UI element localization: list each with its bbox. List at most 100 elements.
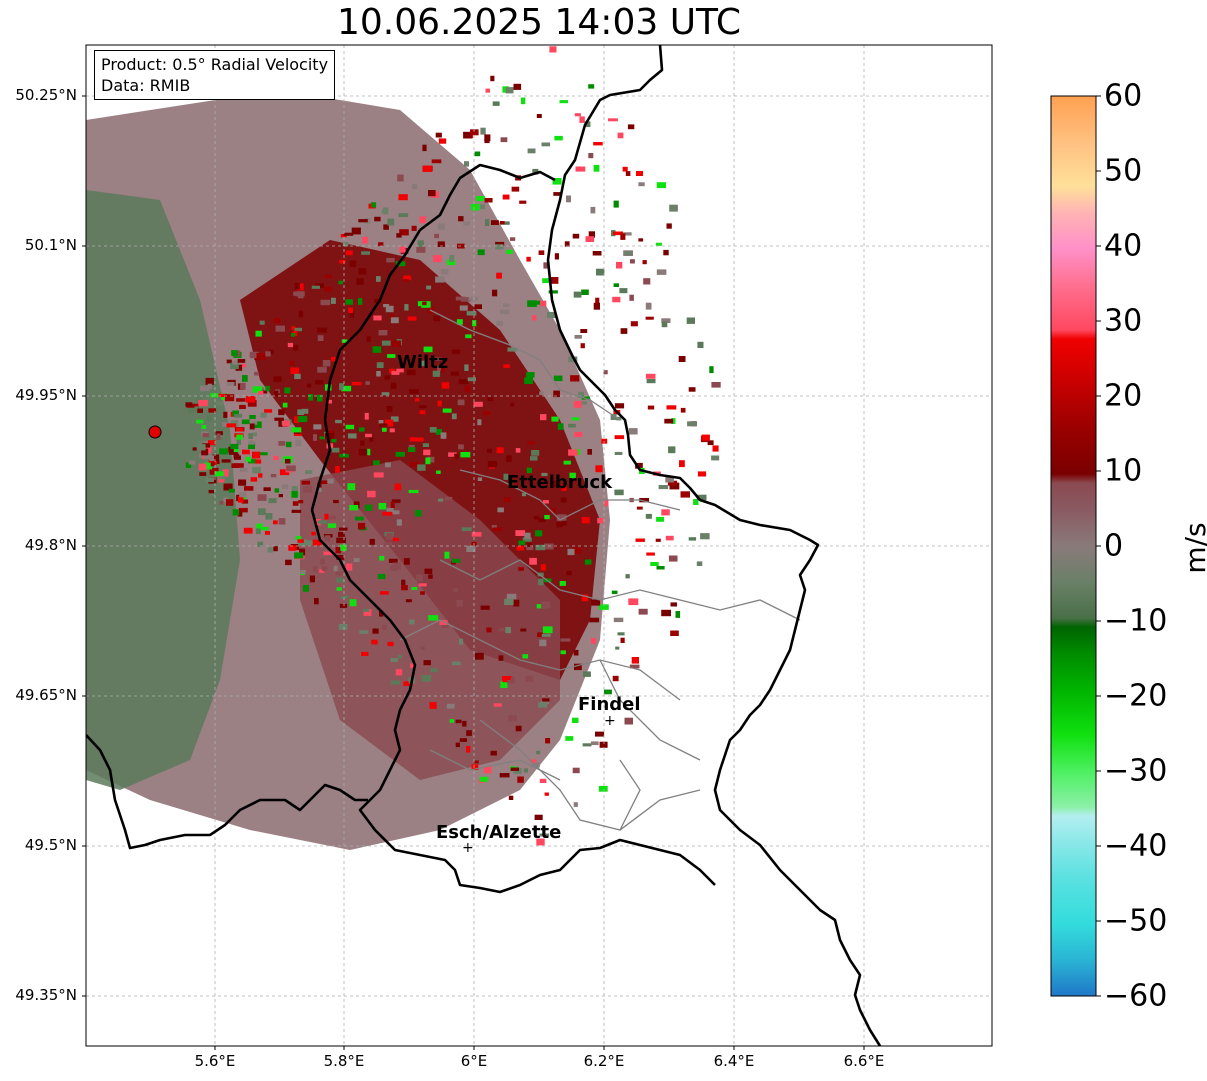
velocity-gate [369, 437, 374, 442]
velocity-gate [466, 545, 476, 552]
velocity-gate [596, 268, 605, 276]
velocity-gate [355, 516, 364, 521]
velocity-gate [294, 416, 299, 423]
velocity-gate [373, 315, 382, 321]
velocity-gate [333, 499, 339, 504]
velocity-gate [568, 449, 578, 456]
velocity-gate [259, 320, 265, 325]
velocity-gate [505, 87, 514, 94]
velocity-gate [549, 508, 556, 513]
velocity-gate [273, 455, 279, 461]
velocity-gate [235, 364, 243, 371]
velocity-gate [658, 485, 669, 490]
velocity-gate [595, 731, 605, 737]
velocity-gate [458, 216, 464, 222]
velocity-gate [515, 530, 526, 536]
velocity-gate [548, 290, 558, 294]
velocity-gate [343, 232, 354, 236]
velocity-gate [639, 498, 649, 503]
velocity-gate [496, 447, 504, 454]
velocity-gate [313, 434, 317, 441]
velocity-gate [414, 437, 424, 442]
velocity-gate [526, 372, 535, 378]
velocity-gate [427, 456, 435, 463]
velocity-gate [628, 598, 639, 606]
velocity-gate [535, 530, 543, 537]
velocity-gate [616, 261, 623, 269]
velocity-gate [544, 792, 549, 796]
velocity-gate [511, 186, 520, 192]
velocity-gate [467, 377, 476, 382]
velocity-gate [267, 547, 273, 553]
velocity-gate [300, 570, 306, 574]
velocity-gate [265, 513, 273, 520]
velocity-gate [319, 569, 325, 573]
velocity-gate [258, 508, 266, 515]
velocity-gate [532, 315, 537, 321]
velocity-gate [485, 219, 490, 226]
colorbar-tick-label: −60 [1104, 978, 1168, 1014]
velocity-gate [298, 539, 307, 547]
colorbar-tick-label: 0 [1104, 528, 1124, 564]
velocity-gate [499, 221, 505, 225]
lat-tick-label: 49.35°N [15, 986, 77, 1004]
velocity-gate [628, 428, 638, 435]
velocity-gate [462, 720, 467, 727]
velocity-gate [257, 541, 264, 547]
velocity-gate [573, 291, 582, 298]
velocity-gate [561, 484, 567, 491]
velocity-gate [382, 427, 387, 432]
velocity-gate [248, 444, 255, 449]
velocity-gate [570, 375, 580, 382]
velocity-gate [466, 730, 472, 736]
velocity-gate [197, 408, 203, 413]
colorbar-tick-label: 50 [1104, 153, 1143, 189]
velocity-gate [532, 300, 541, 305]
velocity-gate [464, 385, 470, 393]
city-label-wiltz: Wiltz [397, 352, 448, 373]
velocity-gate [238, 507, 248, 513]
velocity-gate [645, 316, 654, 320]
velocity-gate [530, 759, 537, 763]
velocity-gate [219, 448, 229, 455]
velocity-gate [249, 423, 255, 430]
velocity-gate [439, 620, 448, 625]
velocity-gate [533, 516, 540, 520]
velocity-gate [485, 88, 490, 93]
velocity-gate [581, 594, 589, 602]
velocity-gate [398, 654, 403, 659]
velocity-gate [294, 327, 303, 332]
velocity-gate [237, 510, 243, 517]
velocity-gate [622, 232, 632, 236]
velocity-gate [238, 496, 244, 503]
velocity-gate [357, 522, 366, 530]
velocity-gate [700, 533, 710, 540]
velocity-gate [580, 329, 588, 333]
velocity-gate [197, 444, 206, 451]
velocity-gate [383, 224, 389, 230]
velocity-gate [440, 432, 447, 439]
velocity-gate [433, 315, 441, 322]
velocity-gate [598, 785, 608, 792]
velocity-gate [208, 489, 214, 494]
velocity-gate [490, 750, 497, 756]
velocity-gate [385, 462, 391, 468]
velocity-gate [358, 448, 368, 456]
velocity-gate [254, 371, 259, 376]
velocity-gate [508, 715, 517, 722]
velocity-gate [595, 297, 600, 303]
velocity-gate [539, 391, 544, 396]
velocity-gate [643, 278, 651, 285]
velocity-gate [503, 364, 510, 368]
velocity-gate [248, 440, 255, 445]
velocity-field-green [86, 190, 240, 790]
velocity-gate [260, 526, 269, 531]
velocity-gate [299, 548, 306, 556]
velocity-gate [403, 558, 410, 565]
velocity-gate [288, 545, 297, 551]
velocity-gate [620, 328, 628, 334]
velocity-gate [496, 320, 503, 326]
velocity-gate [340, 544, 347, 551]
velocity-gate [260, 452, 268, 456]
velocity-gate [383, 304, 390, 308]
